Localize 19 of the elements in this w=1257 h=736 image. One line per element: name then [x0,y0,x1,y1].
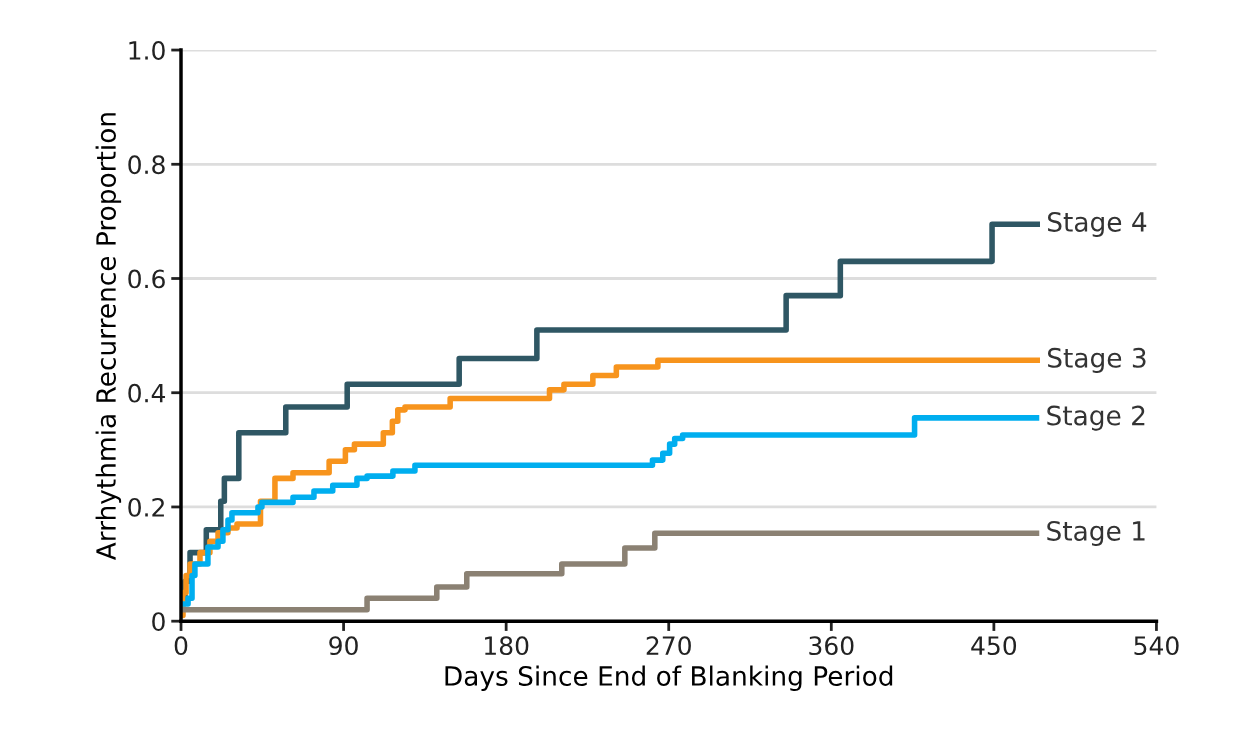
y-tick-label: 0.6 [128,269,165,289]
x-axis-title: Days Since End of Blanking Period [445,665,893,692]
series-label: Stage 2 [1047,405,1145,431]
series-label: Stage 3 [1047,347,1146,373]
y-tick-label: 0 [152,612,165,632]
x-tick-label: 0 [174,636,188,656]
y-tick-label: 1.0 [129,40,165,60]
y-tick-label: 0.4 [128,383,166,403]
series-label: Stage 1 [1047,520,1145,546]
x-tick-label: 360 [809,636,854,656]
y-tick-label: 0.2 [128,497,164,517]
x-tick-label: 540 [1134,636,1179,656]
series-label: Stage 4 [1047,211,1147,238]
y-tick-label: 0.8 [128,155,165,175]
x-tick-label: 450 [971,636,1017,656]
x-tick-label: 270 [646,636,691,656]
x-tick-label: 180 [485,636,529,656]
x-tick-label: 90 [329,636,358,656]
y-axis-title: Arrhythmia Recurrence Proportion [95,113,122,561]
